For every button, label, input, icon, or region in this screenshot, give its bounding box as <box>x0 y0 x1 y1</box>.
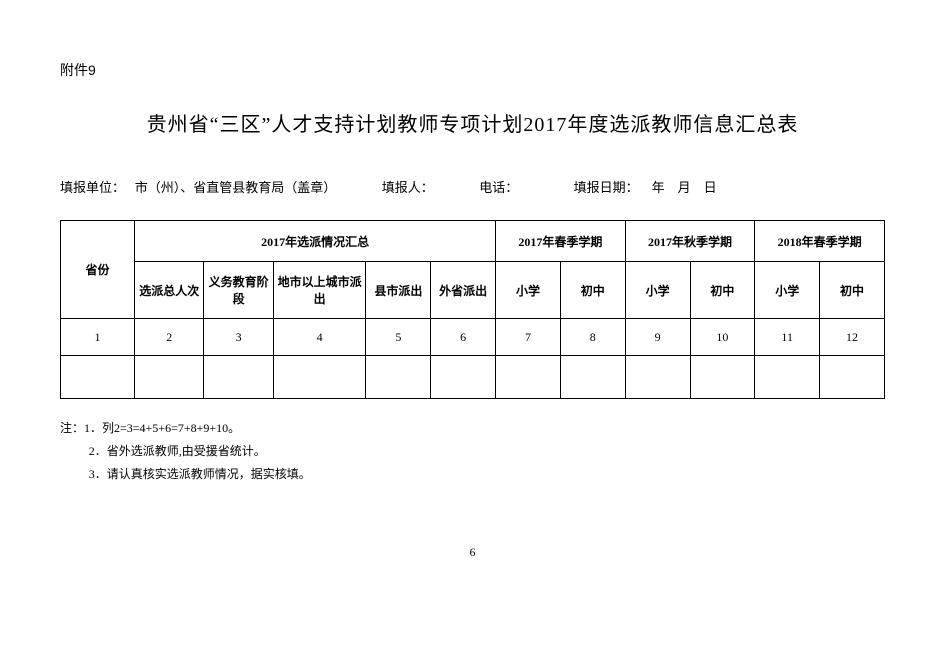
sub-col: 义务教育阶段 <box>204 262 273 319</box>
notes: 注：1．列2=3=4+5+6=7+8+9+10。 2．省外选派教师,由受援省统计… <box>60 417 885 485</box>
attachment-label: 附件9 <box>60 60 885 80</box>
page-number: 6 <box>60 545 885 560</box>
sub-col: 地市以上城市派出 <box>273 262 366 319</box>
col-group-4: 2018年春季学期 <box>755 221 885 262</box>
sub-col: 小学 <box>625 262 690 319</box>
note-2: 2．省外选派教师,由受援省统计。 <box>60 440 885 463</box>
num-cell: 11 <box>755 319 820 356</box>
blank-cell <box>820 356 885 399</box>
blank-cell <box>755 356 820 399</box>
sub-col: 县市派出 <box>366 262 431 319</box>
note-3: 3．请认真核实选派教师情况，据实核填。 <box>60 463 885 486</box>
col-province: 省份 <box>61 221 135 319</box>
col-group-3: 2017年秋季学期 <box>625 221 755 262</box>
meta-spacer-2 <box>434 177 480 196</box>
unit-label: 填报单位： <box>60 177 125 196</box>
num-cell: 6 <box>431 319 496 356</box>
table-blank-row <box>61 356 885 399</box>
num-cell: 7 <box>496 319 561 356</box>
blank-cell <box>560 356 625 399</box>
table-header-row-1: 省份 2017年选派情况汇总 2017年春季学期 2017年秋季学期 2018年… <box>61 221 885 262</box>
num-cell: 8 <box>560 319 625 356</box>
num-cell: 12 <box>820 319 885 356</box>
date-label: 填报日期： <box>574 177 639 196</box>
num-cell: 1 <box>61 319 135 356</box>
blank-cell <box>496 356 561 399</box>
sub-col: 小学 <box>755 262 820 319</box>
sub-col: 初中 <box>820 262 885 319</box>
blank-cell <box>135 356 204 399</box>
person-label: 填报人： <box>382 177 434 196</box>
num-cell: 2 <box>135 319 204 356</box>
meta-spacer-3 <box>518 177 573 196</box>
sub-col: 选派总人次 <box>135 262 204 319</box>
summary-table: 省份 2017年选派情况汇总 2017年春季学期 2017年秋季学期 2018年… <box>60 220 885 399</box>
note-1: 注：1．列2=3=4+5+6=7+8+9+10。 <box>60 421 240 435</box>
phone-label: 电话： <box>479 177 518 196</box>
sub-col: 小学 <box>496 262 561 319</box>
num-cell: 10 <box>690 319 755 356</box>
blank-cell <box>366 356 431 399</box>
document-page: 附件9 贵州省“三区”人才支持计划教师专项计划2017年度选派教师信息汇总表 填… <box>0 0 945 600</box>
num-cell: 4 <box>273 319 366 356</box>
blank-cell <box>625 356 690 399</box>
sub-col: 初中 <box>560 262 625 319</box>
num-cell: 3 <box>204 319 273 356</box>
table-number-row: 1 2 3 4 5 6 7 8 9 10 11 12 <box>61 319 885 356</box>
sub-col: 初中 <box>690 262 755 319</box>
blank-cell <box>204 356 273 399</box>
num-cell: 5 <box>366 319 431 356</box>
blank-cell <box>273 356 366 399</box>
document-title: 贵州省“三区”人才支持计划教师专项计划2017年度选派教师信息汇总表 <box>60 108 885 137</box>
unit-value: 市（州）、省直管县教育局（盖章） <box>125 177 336 196</box>
num-cell: 9 <box>625 319 690 356</box>
table-header-row-2: 选派总人次 义务教育阶段 地市以上城市派出 县市派出 外省派出 小学 初中 小学… <box>61 262 885 319</box>
sub-col: 外省派出 <box>431 262 496 319</box>
blank-cell <box>431 356 496 399</box>
blank-cell <box>61 356 135 399</box>
col-group-2: 2017年春季学期 <box>496 221 626 262</box>
meta-row: 填报单位： 市（州）、省直管县教育局（盖章） 填报人： 电话： 填报日期： 年 … <box>60 177 885 196</box>
blank-cell <box>690 356 755 399</box>
date-value: 年 月 日 <box>639 177 717 196</box>
col-group-1: 2017年选派情况汇总 <box>135 221 496 262</box>
meta-spacer-1 <box>336 177 382 196</box>
